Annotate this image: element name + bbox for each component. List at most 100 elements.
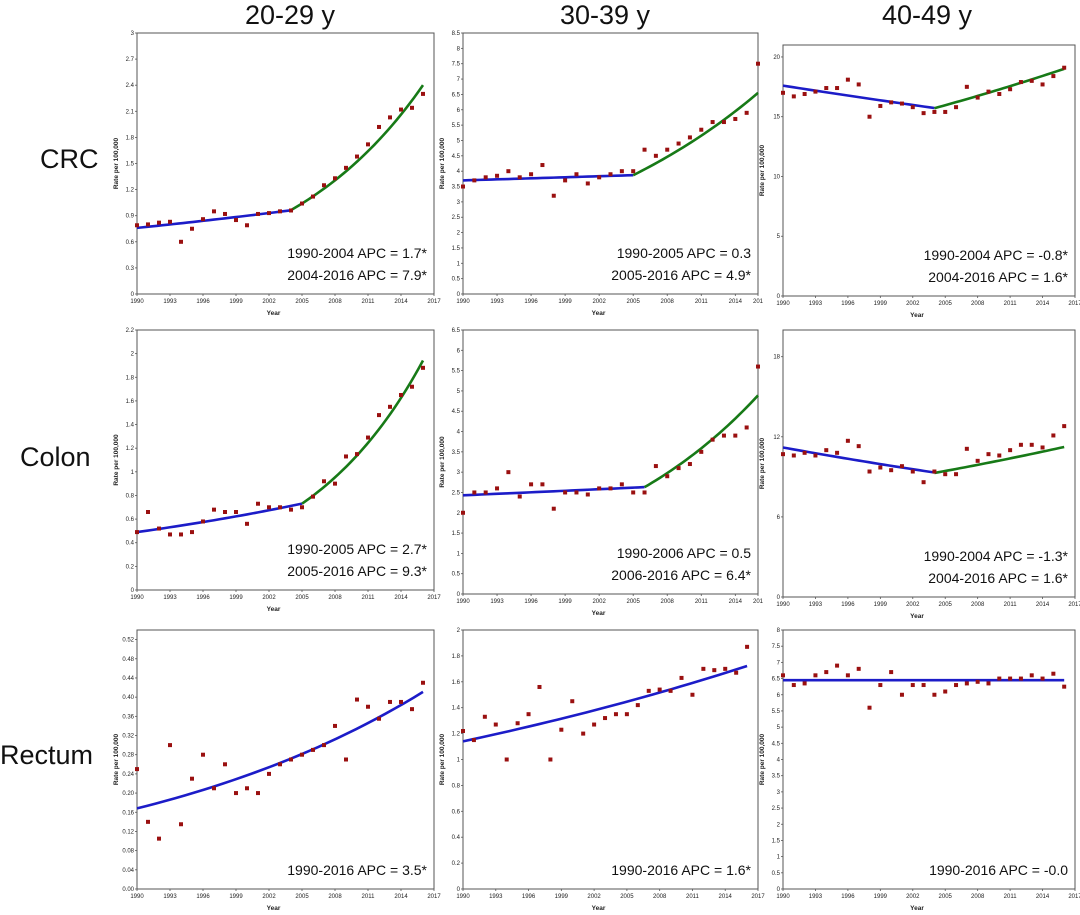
data-point (190, 776, 194, 781)
y-tick-label: 4 (777, 758, 781, 764)
data-point (529, 482, 534, 487)
data-point (856, 82, 861, 87)
y-tick-label: 2.2 (126, 328, 135, 334)
data-point (421, 365, 425, 370)
y-axis-label: Rate per 100,000 (113, 733, 120, 785)
trend-segment-2 (632, 91, 759, 177)
data-point (1029, 673, 1034, 678)
y-tick-label: 1.8 (452, 654, 461, 660)
data-point (835, 450, 840, 455)
data-point (690, 692, 695, 697)
data-point (932, 469, 937, 474)
data-point (289, 757, 293, 762)
data-point (791, 453, 796, 458)
x-tick-label: 1996 (524, 599, 538, 605)
data-point (878, 683, 883, 688)
data-point (867, 469, 872, 474)
x-tick-label: 2017 (1068, 301, 1080, 307)
x-tick-label: 1990 (130, 299, 144, 305)
data-point (344, 454, 348, 459)
data-point (256, 501, 260, 506)
apc-annotation: 1990-2005 APC = 2.7* (287, 541, 427, 557)
y-tick-label: 0.6 (126, 517, 135, 523)
data-point (1018, 676, 1023, 681)
y-tick-label: 1.6 (126, 399, 135, 405)
y-tick-label: 8 (777, 628, 781, 634)
x-tick-label: 2008 (653, 894, 667, 900)
data-point (234, 218, 238, 223)
x-tick-label: 2008 (971, 894, 985, 900)
y-tick-label: 18 (773, 355, 780, 361)
x-tick-label: 2017 (1068, 894, 1080, 900)
y-tick-label: 7 (457, 77, 461, 83)
y-tick-label: 6 (777, 515, 781, 521)
data-point (585, 492, 590, 497)
x-tick-label: 2017 (427, 299, 441, 305)
x-tick-label: 2002 (592, 599, 606, 605)
data-point (506, 169, 511, 174)
x-tick-label: 1993 (163, 299, 177, 305)
y-tick-label: 1 (457, 758, 461, 764)
y-tick-label: 4.5 (452, 409, 461, 415)
x-tick-label: 1990 (776, 894, 790, 900)
x-tick-label: 2005 (295, 595, 309, 601)
data-point (388, 699, 392, 704)
y-tick-label: 5.5 (772, 709, 781, 715)
x-tick-label: 2008 (971, 602, 985, 608)
data-point (234, 791, 238, 796)
data-point (190, 530, 194, 535)
data-point (300, 505, 304, 510)
data-point (190, 226, 194, 231)
data-point (845, 673, 850, 678)
x-tick-label: 1990 (130, 894, 144, 900)
x-tick-label: 1996 (841, 602, 855, 608)
data-point (256, 211, 260, 216)
data-point (964, 681, 969, 686)
data-point (563, 178, 568, 183)
x-axis-label: Year (910, 905, 924, 912)
y-tick-label: 1.2 (452, 732, 461, 738)
x-tick-label: 1990 (456, 894, 470, 900)
data-point (201, 519, 205, 524)
data-point (245, 223, 249, 228)
data-point (461, 184, 465, 189)
x-tick-label: 2002 (262, 595, 276, 601)
x-tick-label: 1996 (196, 894, 210, 900)
data-point (483, 175, 488, 180)
data-point (506, 470, 511, 475)
y-tick-label: 1.2 (126, 446, 135, 452)
data-point (813, 89, 818, 94)
data-point (300, 201, 304, 206)
data-point (472, 178, 477, 183)
data-point (493, 722, 498, 727)
trend-segment-1 (462, 664, 748, 743)
x-tick-label: 1996 (196, 299, 210, 305)
y-tick-label: 1.5 (452, 246, 461, 252)
y-tick-label: 6 (457, 348, 461, 354)
x-axis-label: Year (592, 905, 606, 912)
data-point (399, 107, 403, 112)
data-point (517, 175, 522, 180)
data-point (135, 223, 139, 228)
data-point (1062, 65, 1067, 70)
y-tick-label: 0.4 (126, 541, 135, 547)
trend-segment-1 (462, 173, 634, 182)
data-point (597, 175, 602, 180)
data-point (889, 670, 894, 675)
trend-segment-2 (301, 359, 425, 505)
data-point (910, 105, 915, 110)
data-point (631, 169, 636, 174)
data-point (910, 683, 915, 688)
x-tick-label: 2008 (328, 299, 342, 305)
data-point (721, 433, 726, 438)
x-tick-label: 2011 (1004, 894, 1018, 900)
data-point (824, 86, 829, 91)
y-tick-label: 8.5 (452, 31, 461, 37)
data-point (824, 670, 829, 675)
data-point (845, 438, 850, 443)
y-axis-label: Rate per 100,000 (759, 437, 766, 489)
trend-segment-2 (934, 445, 1065, 475)
data-point (878, 103, 883, 108)
y-tick-label: 20 (773, 55, 780, 61)
plot-frame (782, 329, 1076, 598)
